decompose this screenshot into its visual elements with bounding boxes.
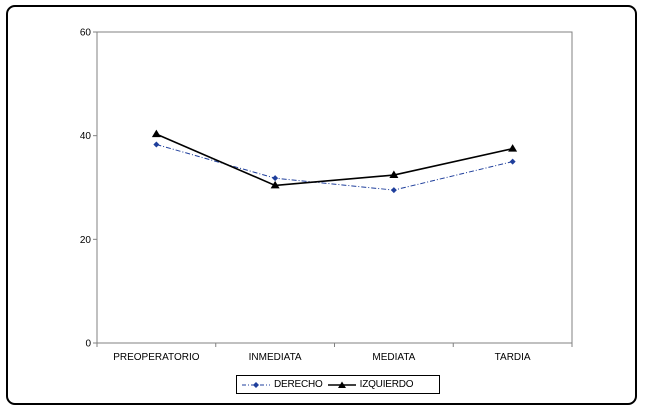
series-line-izquierdo: [156, 133, 513, 187]
data-point: [153, 141, 160, 148]
data-point: [390, 187, 397, 194]
data-point: [272, 175, 279, 182]
legend-item-derecho: DERECHO: [241, 379, 323, 390]
series-derecho: [153, 141, 516, 194]
series-layer: [151, 129, 518, 194]
data-point: [270, 180, 280, 189]
data-point: [508, 144, 518, 152]
legend-label-izquierdo: IZQUIERDO: [359, 379, 414, 390]
x-tick-label: TARDIA: [495, 352, 531, 363]
axes: 0 20 40 60 PREOPERATORIO INMEDIATA MEDIATA TARD…: [80, 28, 573, 363]
legend: DERECHO IZQUIERDO: [236, 375, 440, 394]
x-tick-label: INMEDIATA: [249, 352, 302, 363]
x-tick-label: PREOPERATORIO: [113, 352, 200, 363]
series-line-derecho: [156, 143, 513, 191]
legend-label-derecho: DERECHO: [274, 379, 323, 390]
series-izquierdo: [151, 129, 518, 189]
data-point: [389, 170, 399, 179]
legend-swatch-derecho: [242, 381, 270, 388]
y-tick-label: 60: [80, 28, 92, 39]
y-tick-label: 40: [80, 131, 92, 142]
legend-swatch-izquierdo: [327, 381, 356, 388]
data-point: [509, 158, 516, 165]
data-point: [151, 129, 161, 138]
y-tick-label: 0: [85, 339, 91, 350]
legend-item-izquierdo: IZQUIERDO: [327, 379, 414, 390]
plot-area: [96, 31, 573, 344]
x-tick-label: MEDIATA: [372, 352, 415, 363]
y-tick-label: 20: [80, 235, 92, 246]
